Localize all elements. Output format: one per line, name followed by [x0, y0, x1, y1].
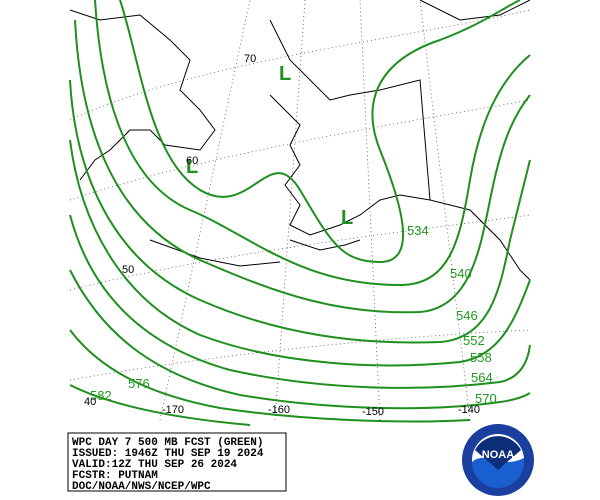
- info-line: ISSUED: 1946Z THU SEP 19 2024: [72, 448, 264, 460]
- parallel: [69, 99, 531, 201]
- contours: [69, 0, 531, 426]
- contour-label: 582: [90, 388, 112, 403]
- longitude-label: -170: [162, 404, 184, 416]
- contour-label: 546: [456, 308, 478, 323]
- meridian: [359, 0, 381, 421]
- lows: L L L: [186, 63, 353, 229]
- coastlines: [69, 0, 531, 281]
- graticule: [69, 0, 531, 421]
- info-box: WPC DAY 7 500 MB FCST (GREEN) ISSUED: 19…: [67, 432, 287, 493]
- contour-label: 552: [463, 333, 485, 348]
- parallel: [69, 9, 531, 121]
- coast: [269, 19, 531, 281]
- meridian: [159, 0, 251, 421]
- info-line: VALID:12Z THU SEP 26 2024: [72, 459, 237, 471]
- logo-text: NOAA: [482, 449, 514, 461]
- coast: [419, 0, 531, 21]
- contour-label: 570: [475, 391, 497, 406]
- contour: [69, 269, 531, 410]
- info-line: WPC DAY 7 500 MB FCST (GREEN): [72, 437, 263, 449]
- low-marker: L: [279, 63, 291, 85]
- aleutian: [289, 239, 361, 251]
- geo-labels: 70 60 50 40 -170 -160 -150 -140: [84, 53, 480, 418]
- latitude-label: 60: [186, 155, 198, 167]
- contour-label: 540: [450, 266, 472, 281]
- longitude-label: -160: [268, 404, 290, 416]
- contour-labels: 534 540 546 552 558 564 570 576 582: [90, 223, 497, 406]
- coast: [269, 94, 431, 236]
- latitude-label: 40: [84, 396, 96, 408]
- logo-wave: [472, 458, 524, 488]
- low-marker: L: [341, 207, 353, 229]
- contour: [119, 0, 521, 264]
- noaa-logo: NOAA: [462, 424, 534, 496]
- contour: [69, 214, 531, 389]
- logo-bird: [475, 436, 521, 470]
- aleutian: [149, 239, 281, 267]
- contour: [69, 384, 251, 426]
- contour-label: 564: [471, 370, 493, 385]
- contour-label: 534: [407, 223, 429, 238]
- contour-label: 576: [128, 376, 150, 391]
- latitude-label: 70: [244, 53, 256, 65]
- info-line: FCSTR: PUTNAM: [72, 470, 158, 482]
- contour: [69, 329, 471, 423]
- contour-label: 558: [470, 350, 492, 365]
- coast: [69, 9, 216, 181]
- latitude-label: 50: [122, 264, 134, 276]
- longitude-label: -150: [362, 406, 384, 418]
- info-frame: [67, 432, 287, 492]
- contour: [69, 79, 531, 344]
- contour: [94, 0, 531, 287]
- contour: [69, 139, 531, 367]
- meridian: [419, 0, 471, 421]
- low-marker: L: [186, 156, 198, 178]
- contour: [74, 19, 531, 314]
- info-line: DOC/NOAA/NWS/NCEP/WPC: [72, 481, 211, 493]
- longitude-label: -140: [458, 404, 480, 416]
